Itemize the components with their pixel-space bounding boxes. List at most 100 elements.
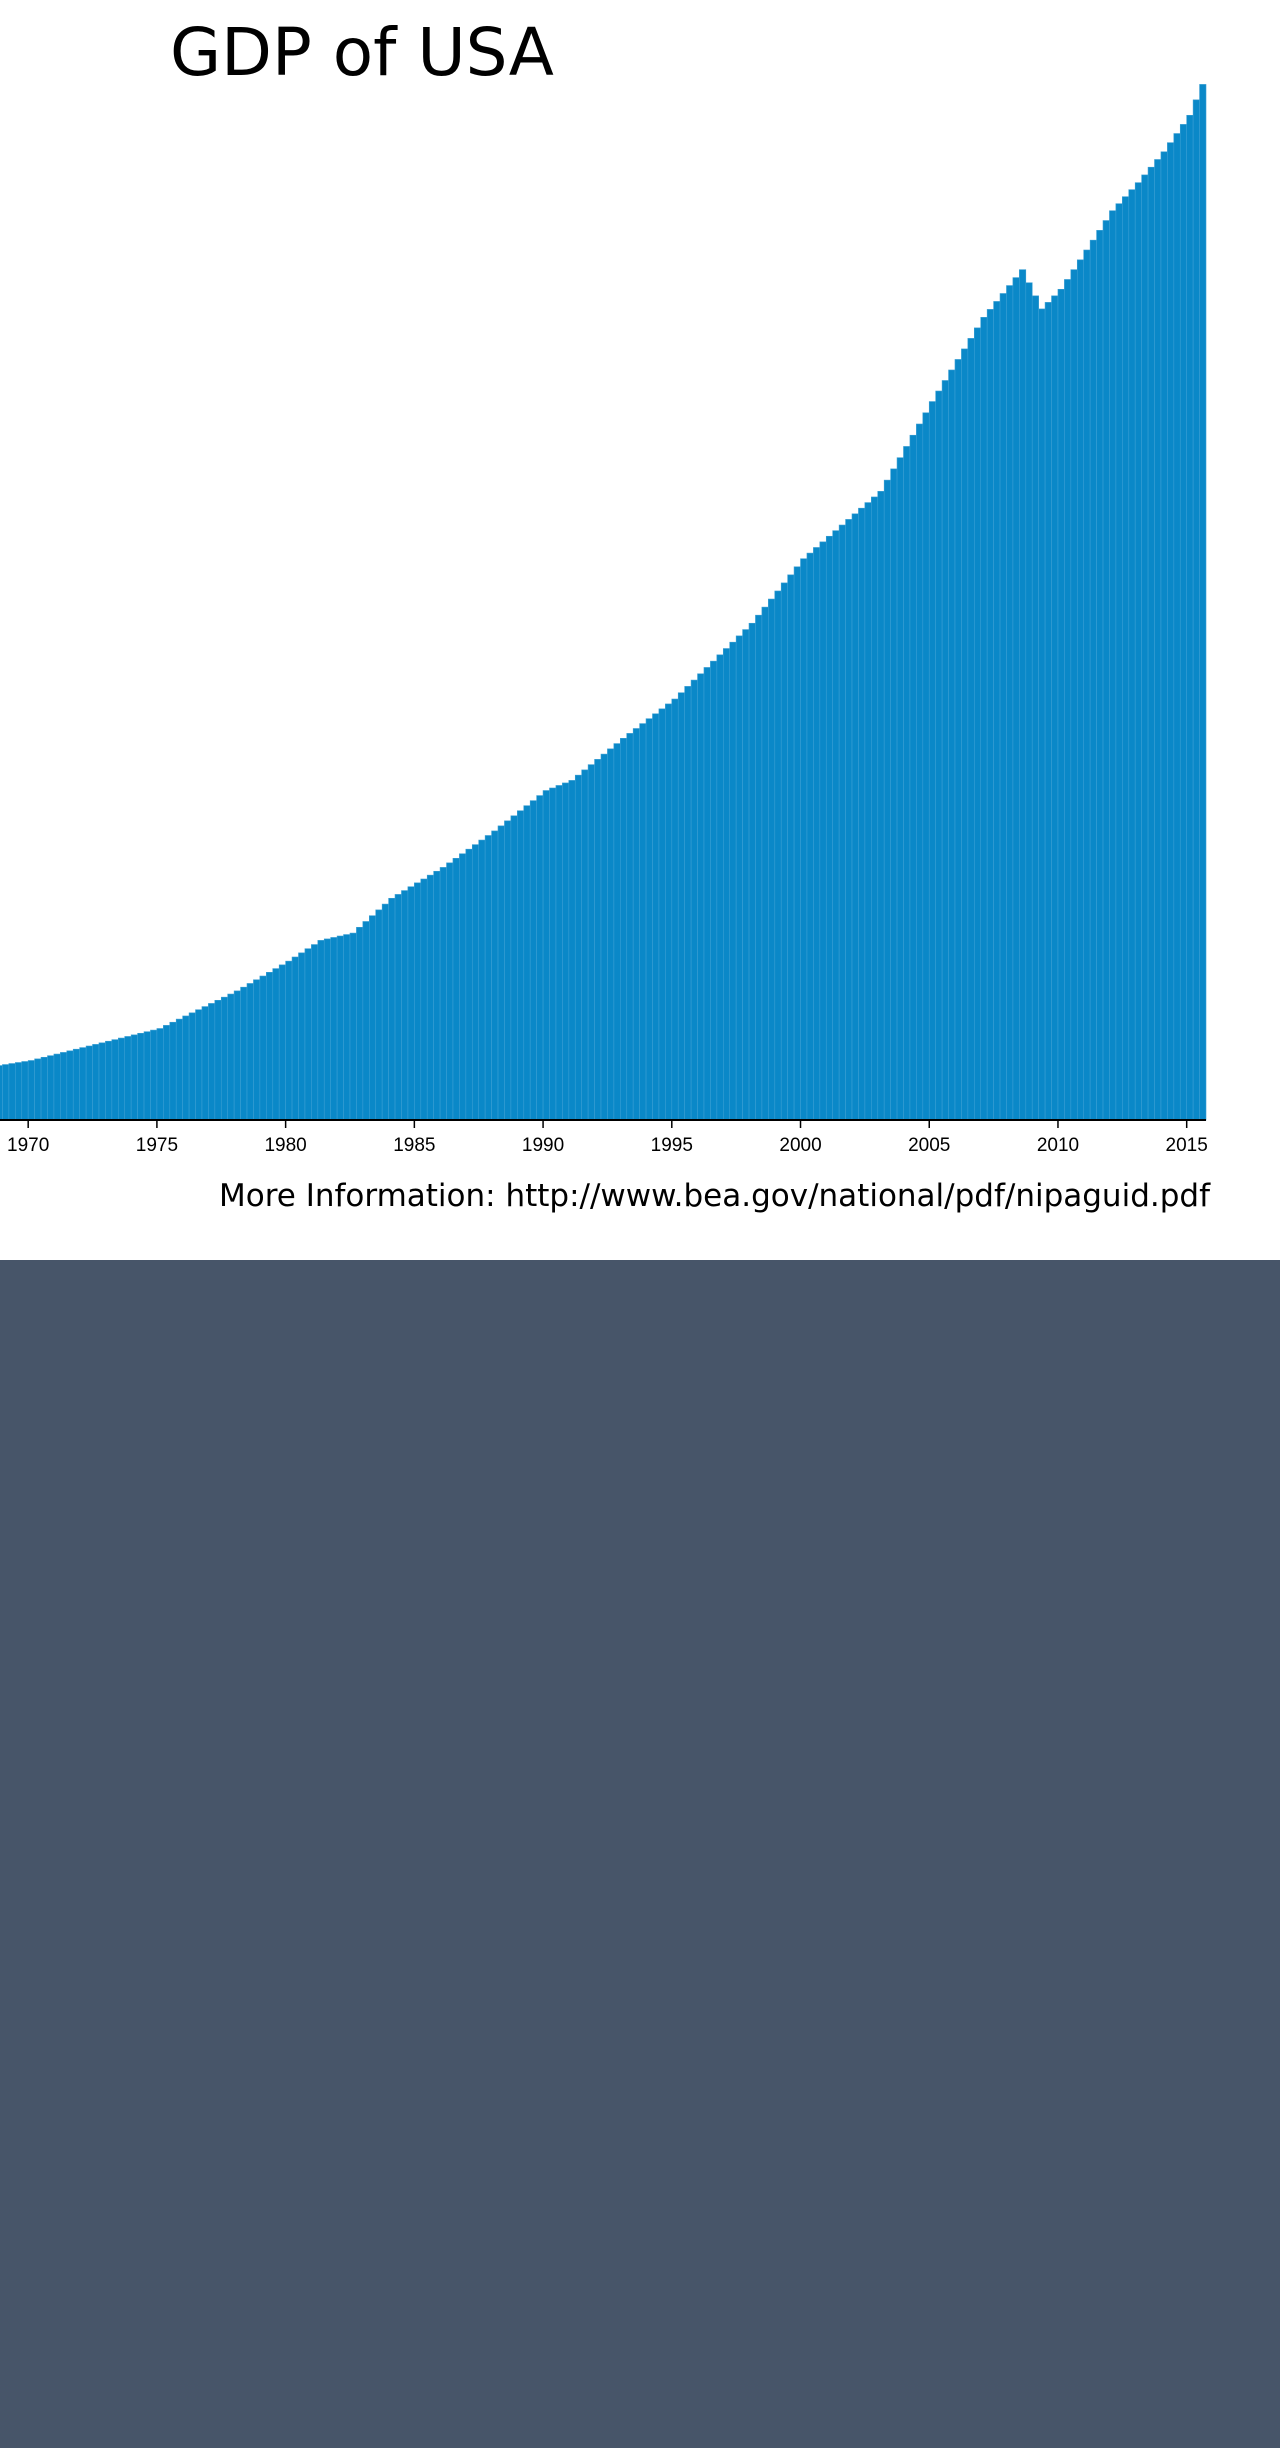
gdp-bar: [980, 317, 988, 1121]
gdp-bar: [40, 1056, 48, 1121]
gdp-bar: [240, 986, 248, 1121]
x-tick-label: 1995: [651, 1135, 693, 1156]
gdp-bar: [53, 1053, 61, 1121]
gdp-bar: [1031, 295, 1039, 1121]
gdp-bar: [607, 748, 615, 1121]
gdp-bar: [323, 938, 331, 1121]
gdp-bar: [639, 723, 647, 1121]
gdp-bar: [581, 769, 589, 1121]
gdp-bar: [478, 839, 486, 1121]
gdp-bar: [1083, 249, 1091, 1121]
gdp-bar: [446, 862, 454, 1121]
gdp-bar: [999, 293, 1007, 1121]
gdp-bar: [928, 401, 936, 1121]
x-tick-label: 2000: [779, 1135, 821, 1156]
x-tick-label: 1975: [136, 1135, 178, 1156]
gdp-bar: [343, 934, 351, 1121]
gdp-bar: [1096, 230, 1104, 1121]
gdp-bar: [742, 629, 750, 1121]
gdp-bar: [266, 972, 274, 1121]
gdp-bar: [819, 541, 827, 1121]
gdp-bar: [356, 926, 364, 1121]
gdp-bar: [806, 552, 814, 1121]
gdp-bar: [220, 996, 229, 1121]
gdp-bar: [471, 844, 480, 1121]
gdp-bar: [459, 853, 467, 1121]
gdp-bar: [66, 1050, 74, 1121]
gdp-bar: [800, 558, 808, 1121]
more-information-url[interactable]: http://www.bea.gov/national/pdf/nipaguid…: [505, 1178, 1210, 1214]
gdp-bar: [1192, 99, 1200, 1121]
gdp-bar: [15, 1062, 23, 1121]
gdp-bar: [529, 800, 537, 1121]
gdp-bar: [677, 692, 685, 1121]
gdp-bar: [208, 1003, 216, 1121]
gdp-bar: [330, 937, 338, 1121]
more-information-label: More Information:: [219, 1178, 496, 1214]
gdp-bar: [1012, 277, 1020, 1121]
gdp-bar: [169, 1021, 177, 1121]
gdp-bar: [491, 830, 499, 1121]
gdp-bar: [787, 574, 795, 1121]
gdp-bar: [703, 667, 711, 1121]
x-tick-label: 1985: [393, 1135, 435, 1156]
gdp-bar: [175, 1018, 183, 1121]
gdp-bar: [941, 380, 949, 1121]
gdp-bar: [85, 1045, 93, 1121]
gdp-bar: [2, 1064, 10, 1121]
gdp-bar: [774, 590, 782, 1121]
gdp-bar: [163, 1025, 171, 1121]
gdp-bar: [1044, 302, 1052, 1121]
x-tick-label: 1990: [522, 1135, 564, 1156]
gdp-bar: [1186, 114, 1194, 1121]
bar-series: [0, 84, 1207, 1121]
gdp-bar: [1115, 203, 1123, 1121]
gdp-bar: [394, 894, 402, 1121]
gdp-bar: [246, 983, 254, 1121]
gdp-bar: [484, 835, 492, 1121]
x-tick-label: 1970: [7, 1135, 49, 1156]
more-information-text: More Information: http://www.bea.gov/nat…: [219, 1178, 1210, 1214]
gdp-bar: [304, 948, 312, 1121]
gdp-bar: [665, 703, 673, 1121]
gdp-bar: [549, 787, 557, 1121]
gdp-bar: [111, 1039, 119, 1121]
gdp-bar: [124, 1036, 132, 1121]
gdp-bar: [909, 434, 917, 1121]
gdp-bar: [613, 743, 621, 1121]
gdp-bar: [34, 1058, 42, 1121]
gdp-bar: [137, 1032, 145, 1121]
gdp-bar: [0, 1065, 3, 1121]
gdp-bar: [542, 790, 550, 1121]
gdp-bar: [973, 327, 982, 1121]
gdp-bar: [684, 686, 692, 1121]
chart-panel: GDP of USA 1970 1975 1980 1985 1990 1995 2000 2…: [0, 0, 1280, 1260]
gdp-bar: [233, 990, 241, 1121]
gdp-bar: [510, 815, 518, 1121]
gdp-bar: [536, 795, 544, 1121]
gdp-bar: [8, 1063, 16, 1121]
gdp-bar: [1064, 279, 1072, 1121]
gdp-bar: [986, 309, 994, 1121]
gdp-bar: [285, 960, 293, 1121]
gdp-bar: [813, 547, 821, 1121]
gdp-bar: [1122, 196, 1130, 1121]
gdp-bar: [658, 708, 666, 1121]
gdp-bar: [903, 446, 911, 1121]
gdp-bar: [195, 1009, 203, 1121]
gdp-bar: [504, 820, 512, 1121]
gdp-bar: [497, 825, 505, 1121]
gdp-bar: [1173, 133, 1181, 1121]
gdp-bar: [1019, 269, 1027, 1121]
gdp-bar: [201, 1006, 209, 1121]
gdp-bar: [825, 535, 834, 1121]
gdp-bar: [632, 728, 640, 1121]
gdp-bar: [362, 921, 370, 1121]
gdp-bar: [401, 890, 409, 1121]
gdp-bar: [368, 915, 377, 1121]
gdp-bar: [311, 944, 319, 1121]
gdp-bar: [278, 964, 286, 1121]
gdp-bar: [961, 348, 969, 1121]
gdp-bar: [1134, 182, 1142, 1121]
gdp-bar: [1154, 159, 1162, 1121]
